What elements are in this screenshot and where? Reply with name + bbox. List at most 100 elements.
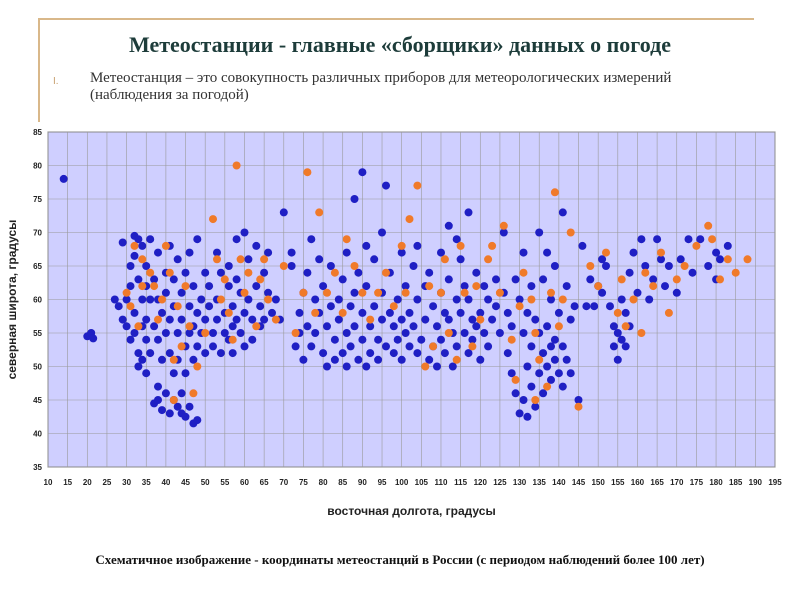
blue-station-point (503, 349, 512, 358)
blue-station-point (134, 362, 143, 371)
blue-station-point (362, 282, 371, 291)
blue-station-point (401, 329, 410, 337)
orange-station-point (189, 389, 198, 398)
blue-station-point (499, 228, 508, 237)
blue-station-point (248, 335, 257, 344)
blue-station-point (609, 342, 618, 351)
blue-station-point (189, 282, 198, 291)
blue-station-point (385, 308, 394, 317)
slide-caption: Схематичное изображение - координаты мет… (95, 552, 705, 567)
blue-station-point (378, 315, 386, 324)
blue-station-point (134, 275, 143, 284)
x-tick-label: 55 (220, 478, 229, 487)
x-tick-label: 50 (201, 478, 210, 487)
orange-station-point (440, 255, 449, 264)
blue-station-point (252, 241, 261, 250)
y-tick-label: 70 (33, 229, 42, 238)
blue-station-point (460, 282, 469, 291)
blue-station-point (492, 302, 500, 311)
y-tick-label: 85 (33, 128, 42, 137)
blue-station-point (216, 349, 225, 358)
blue-station-point (169, 369, 178, 378)
orange-station-point (185, 322, 194, 331)
blue-station-point (492, 275, 500, 284)
blue-station-point (185, 302, 194, 311)
orange-station-point (499, 221, 508, 230)
blue-station-point (342, 329, 351, 337)
blue-station-point (142, 315, 151, 324)
orange-station-point (389, 302, 398, 311)
x-tick-label: 75 (299, 478, 308, 487)
blue-station-point (440, 308, 449, 317)
blue-station-point (338, 275, 347, 284)
orange-station-point (244, 268, 253, 277)
blue-station-point (484, 342, 493, 351)
blue-station-point (126, 262, 135, 270)
blue-station-point (417, 335, 426, 344)
blue-station-point (358, 308, 367, 317)
orange-station-point (173, 302, 182, 311)
blue-station-point (523, 362, 532, 371)
orange-station-point (181, 282, 190, 291)
blue-station-point (205, 302, 214, 311)
blue-station-point (228, 349, 237, 358)
x-tick-label: 165 (650, 478, 664, 487)
blue-station-point (609, 322, 618, 331)
blue-station-point (456, 255, 465, 264)
orange-station-point (566, 228, 575, 237)
orange-station-point (535, 355, 544, 364)
blue-station-point (161, 288, 170, 297)
orange-station-point (252, 322, 261, 331)
blue-station-point (554, 369, 563, 378)
orange-station-point (291, 329, 300, 337)
blue-station-point (307, 342, 316, 351)
blue-station-point (535, 228, 544, 237)
scatter-chart-svg: 10 15 20 25 30 35 40 45 50 55 60 65 70 75 80 85 90 95 100 1… (5, 128, 782, 518)
y-tick-label: 65 (33, 262, 42, 271)
orange-station-point (177, 342, 186, 351)
x-tick-label: 105 (415, 478, 429, 487)
blue-station-point (326, 262, 335, 270)
blue-station-point (279, 208, 288, 217)
blue-station-point (456, 308, 465, 317)
orange-station-point (315, 208, 324, 217)
blue-station-point (142, 262, 151, 270)
blue-station-point (319, 282, 328, 291)
orange-station-point (154, 315, 162, 324)
blue-station-point (562, 355, 571, 364)
y-tick-label: 55 (33, 329, 42, 338)
blue-station-point (535, 369, 544, 378)
blue-station-point (476, 308, 485, 317)
orange-station-point (350, 262, 359, 270)
blue-station-point (354, 268, 363, 277)
orange-station-point (476, 315, 485, 324)
x-tick-label: 25 (102, 478, 111, 487)
orange-station-point (224, 308, 233, 317)
blue-station-point (209, 342, 217, 351)
orange-station-point (456, 241, 465, 250)
orange-station-point (629, 295, 638, 304)
blue-station-point (362, 362, 371, 371)
blue-station-point (480, 329, 489, 337)
y-tick-label: 35 (33, 463, 42, 472)
blue-station-point (409, 322, 418, 331)
blue-station-point (138, 355, 147, 364)
x-tick-label: 10 (44, 478, 53, 487)
blue-station-point (578, 241, 587, 250)
blue-station-point (633, 288, 642, 297)
blue-station-point (657, 255, 665, 264)
orange-station-point (641, 268, 650, 277)
blue-station-point (645, 295, 654, 304)
orange-station-point (413, 181, 422, 190)
blue-station-point (374, 355, 383, 364)
y-tick-label: 60 (33, 296, 42, 305)
blue-station-point (550, 262, 559, 270)
orange-station-point (158, 295, 166, 304)
blue-station-point (142, 369, 151, 378)
blue-station-point (240, 228, 249, 237)
blue-station-point (511, 389, 520, 398)
blue-station-point (338, 349, 347, 358)
title-left-rule (38, 18, 40, 122)
blue-station-point (173, 255, 182, 264)
blue-station-point (138, 295, 147, 304)
